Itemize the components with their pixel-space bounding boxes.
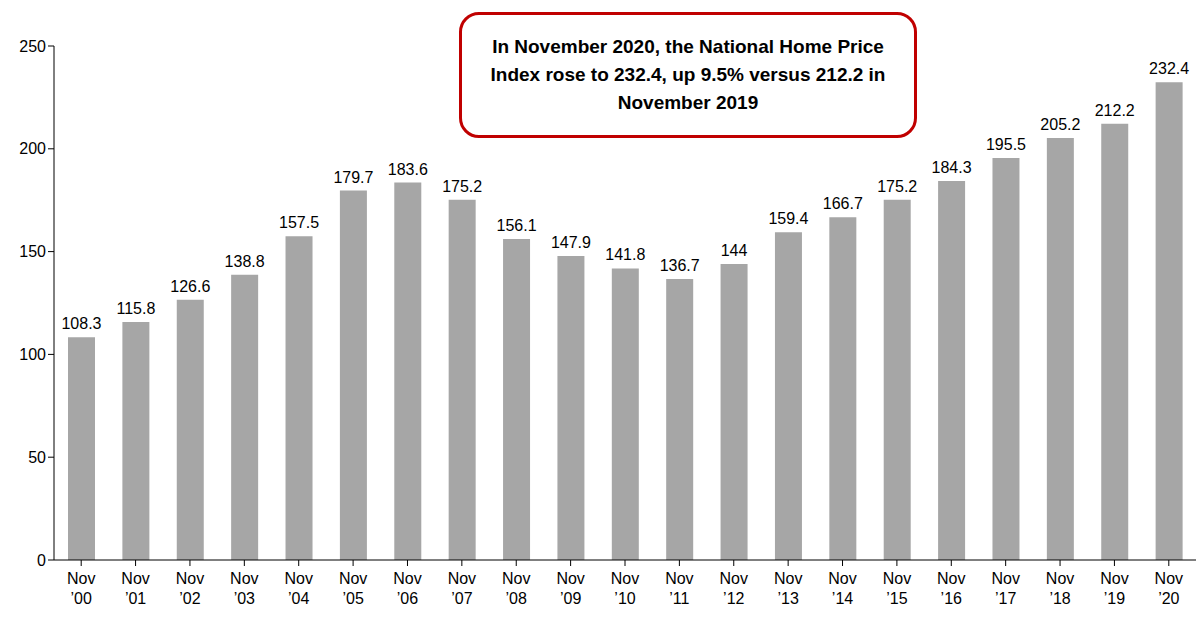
svg-text:Nov’10: Nov’10	[611, 570, 639, 607]
svg-text:Nov’02: Nov’02	[176, 570, 204, 607]
svg-text:179.7: 179.7	[333, 169, 373, 186]
svg-text:Nov’16: Nov’16	[937, 570, 965, 607]
svg-text:150: 150	[19, 243, 46, 260]
svg-text:157.5: 157.5	[279, 214, 319, 231]
svg-text:138.8: 138.8	[225, 253, 265, 270]
svg-text:Nov’00: Nov’00	[67, 570, 95, 607]
svg-text:Nov’01: Nov’01	[121, 570, 149, 607]
svg-text:Nov’17: Nov’17	[991, 570, 1019, 607]
svg-text:Nov’03: Nov’03	[230, 570, 258, 607]
svg-text:Nov’20: Nov’20	[1155, 570, 1183, 607]
svg-text:212.2: 212.2	[1095, 102, 1135, 119]
svg-text:115.8: 115.8	[116, 300, 155, 317]
svg-text:175.2: 175.2	[442, 178, 482, 195]
svg-text:Nov’09: Nov’09	[556, 570, 584, 607]
svg-text:Nov’18: Nov’18	[1046, 570, 1074, 607]
svg-text:100: 100	[19, 346, 46, 363]
svg-text:200: 200	[19, 140, 46, 157]
svg-text:Nov’08: Nov’08	[502, 570, 530, 607]
svg-text:183.6: 183.6	[388, 161, 428, 178]
html-text:In November 2020, the National: In November 2020, the National Home Pric…	[490, 36, 886, 113]
svg-text:166.7: 166.7	[823, 195, 863, 212]
svg-text:Nov’11: Nov’11	[665, 570, 693, 607]
svg-text:Nov’07: Nov’07	[448, 570, 476, 607]
svg-text:50: 50	[28, 449, 46, 466]
svg-text:Nov’19: Nov’19	[1100, 570, 1128, 607]
svg-text:232.4: 232.4	[1149, 60, 1189, 77]
svg-text:Nov’13: Nov’13	[774, 570, 802, 607]
svg-text:Nov’06: Nov’06	[393, 570, 421, 607]
svg-text:Nov’12: Nov’12	[720, 570, 748, 607]
svg-text:Nov’15: Nov’15	[883, 570, 911, 607]
svg-text:Nov’04: Nov’04	[284, 570, 312, 607]
svg-text:205.2: 205.2	[1040, 116, 1080, 133]
svg-text:0: 0	[37, 552, 46, 569]
svg-text:195.5: 195.5	[986, 136, 1026, 153]
svg-text:156.1: 156.1	[497, 217, 537, 234]
svg-text:141.8: 141.8	[605, 246, 645, 263]
svg-text:Nov’05: Nov’05	[339, 570, 367, 607]
svg-text:136.7: 136.7	[660, 257, 700, 274]
svg-text:126.6: 126.6	[170, 278, 210, 295]
svg-text:175.2: 175.2	[877, 178, 917, 195]
svg-text:Nov’14: Nov’14	[828, 570, 856, 607]
svg-text:250: 250	[19, 38, 46, 55]
svg-text:184.3: 184.3	[932, 159, 972, 176]
svg-text:144: 144	[721, 242, 748, 259]
svg-text:147.9: 147.9	[551, 234, 591, 251]
svg-text:108.3: 108.3	[61, 315, 101, 332]
svg-text:159.4: 159.4	[768, 210, 808, 227]
